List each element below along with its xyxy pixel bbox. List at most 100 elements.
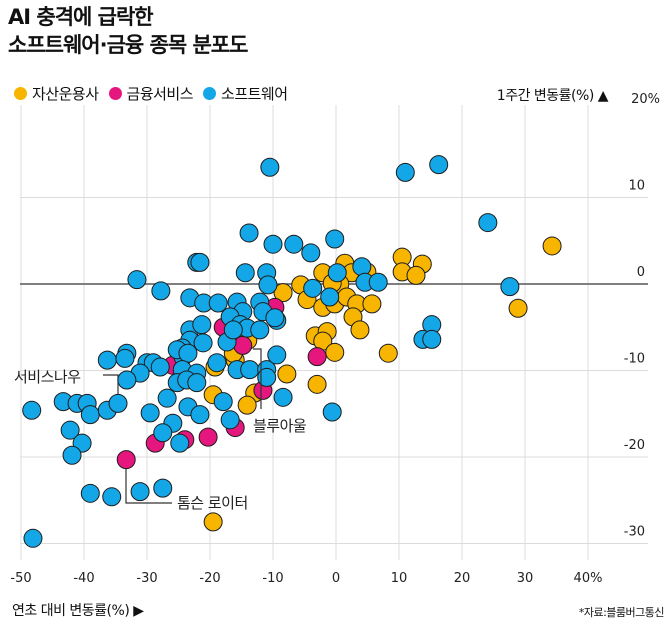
legend-item-asset-managers: 자산운용사 bbox=[14, 83, 99, 104]
data-point bbox=[325, 229, 345, 249]
data-point bbox=[258, 275, 278, 295]
legend-label: 소프트웨어 bbox=[221, 85, 288, 103]
y-tick-label: 20% bbox=[631, 92, 660, 107]
data-point bbox=[350, 320, 370, 340]
y-tick-label: -10 bbox=[624, 352, 645, 367]
data-point bbox=[150, 357, 170, 377]
data-point bbox=[80, 483, 100, 503]
x-tick-label: -10 bbox=[262, 571, 283, 586]
annotation-label: 블루아울 bbox=[253, 417, 306, 435]
x-axis-title: 연초 대비 변동률(%) ▶ bbox=[12, 603, 144, 619]
data-point bbox=[352, 257, 372, 277]
data-point bbox=[127, 270, 147, 290]
data-point bbox=[102, 487, 122, 507]
legend-item-financial-services: 금융서비스 bbox=[108, 83, 194, 104]
legend-swatch bbox=[108, 87, 122, 100]
data-point bbox=[115, 348, 135, 368]
y-tick-label: 0 bbox=[637, 265, 645, 280]
legend-swatch bbox=[14, 87, 27, 100]
data-point bbox=[273, 387, 293, 407]
legend: 자산운용사 금융서비스 소프트웨어 bbox=[14, 83, 288, 104]
legend-label: 금융서비스 bbox=[126, 85, 194, 103]
chart-title-line2: 소프트웨어·금융 종목 분포도 bbox=[8, 33, 248, 57]
data-point bbox=[320, 287, 340, 307]
x-tick-label: 20 bbox=[454, 571, 471, 586]
data-point bbox=[301, 243, 321, 263]
data-point bbox=[97, 350, 117, 370]
x-tick-label: 0 bbox=[332, 571, 340, 586]
data-point bbox=[198, 427, 218, 447]
y-tick-label: 10 bbox=[628, 179, 645, 194]
y-axis-title: 1주간 변동률(%) ▲ bbox=[496, 88, 609, 104]
data-point bbox=[277, 364, 297, 384]
data-point bbox=[192, 315, 212, 335]
data-point bbox=[220, 410, 240, 430]
data-point bbox=[223, 320, 243, 340]
data-point bbox=[429, 155, 449, 175]
data-point bbox=[193, 333, 213, 353]
data-point bbox=[153, 478, 173, 498]
data-point bbox=[263, 234, 283, 254]
data-point bbox=[542, 236, 562, 256]
data-point bbox=[508, 298, 528, 318]
data-point bbox=[325, 342, 345, 362]
data-point bbox=[239, 223, 259, 243]
data-point bbox=[60, 420, 80, 440]
annotation-label: 톰슨 로이터 bbox=[177, 494, 248, 512]
y-tick-label: -20 bbox=[624, 438, 645, 453]
x-tick-label: 10 bbox=[391, 571, 408, 586]
data-point bbox=[267, 345, 287, 365]
chart-title-line1: AI 충격에 급락한 bbox=[8, 5, 154, 29]
data-point bbox=[260, 157, 280, 177]
data-point bbox=[250, 320, 270, 340]
data-point bbox=[80, 405, 100, 425]
data-point bbox=[190, 405, 210, 425]
data-point bbox=[203, 512, 223, 532]
data-point bbox=[153, 423, 173, 443]
annotation-leader bbox=[103, 374, 119, 394]
data-point bbox=[140, 403, 160, 423]
data-point bbox=[235, 263, 255, 283]
annotation-label: 서비스나우 bbox=[14, 368, 81, 386]
data-point bbox=[151, 281, 171, 301]
data-point bbox=[265, 308, 285, 328]
data-point bbox=[257, 367, 277, 387]
x-tick-label: -30 bbox=[136, 571, 157, 586]
data-point bbox=[378, 343, 398, 363]
data-point bbox=[237, 395, 257, 415]
data-point bbox=[207, 353, 227, 373]
data-point bbox=[233, 335, 253, 355]
data-point bbox=[22, 400, 42, 420]
annotation-leader bbox=[125, 469, 172, 504]
data-point bbox=[213, 392, 233, 412]
data-point bbox=[117, 370, 137, 390]
data-point bbox=[273, 283, 293, 303]
legend-label: 자산운용사 bbox=[32, 85, 99, 103]
legend-swatch bbox=[203, 87, 217, 100]
data-point bbox=[303, 278, 323, 298]
data-point bbox=[500, 277, 520, 297]
data-point bbox=[327, 263, 347, 283]
data-point bbox=[157, 388, 177, 408]
legend-item-software: 소프트웨어 bbox=[203, 83, 288, 104]
data-point bbox=[368, 272, 388, 292]
data-point bbox=[62, 445, 82, 465]
data-point bbox=[422, 329, 442, 349]
data-point bbox=[170, 433, 190, 453]
data-point bbox=[362, 294, 382, 314]
data-point bbox=[307, 347, 327, 367]
data-point bbox=[240, 360, 260, 380]
data-point bbox=[130, 482, 150, 502]
data-point bbox=[116, 450, 136, 470]
annotation-leader bbox=[253, 348, 262, 409]
x-tick-label: 30 bbox=[517, 571, 534, 586]
x-tick-label: -40 bbox=[73, 571, 94, 586]
data-point bbox=[478, 213, 498, 233]
x-tick-label: 40% bbox=[574, 571, 603, 586]
y-tick-label: -30 bbox=[624, 525, 645, 540]
data-point bbox=[208, 293, 228, 313]
x-tick-label: -20 bbox=[199, 571, 220, 586]
data-point bbox=[307, 374, 327, 394]
data-point bbox=[23, 528, 43, 548]
